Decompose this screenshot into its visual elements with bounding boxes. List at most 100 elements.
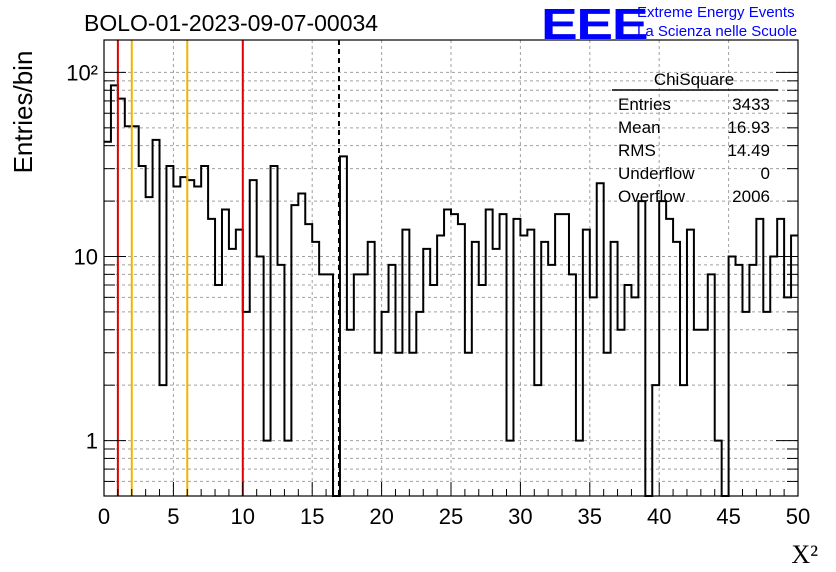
logo-line1: Extreme Energy Events: [637, 4, 795, 21]
y-tick-label: 10: [74, 245, 98, 270]
x-tick-labels: 0 5 10 15 20 25 30 35 40 45 50: [98, 504, 810, 529]
histogram-bin: [548, 265, 555, 496]
histogram-bin: [423, 249, 430, 496]
histogram-bin: [749, 265, 756, 496]
histogram-bin: [541, 242, 548, 496]
histogram-bin: [687, 230, 694, 496]
stats-title: ChiSquare: [654, 70, 734, 89]
histogram-bin: [402, 230, 409, 496]
histogram-bin: [631, 297, 638, 496]
histogram-bin: [756, 219, 763, 496]
stats-value: 16.93: [727, 118, 770, 137]
y-axis-label: Entries/bin: [8, 51, 38, 174]
chart-title: BOLO-01-2023-09-07-00034: [84, 10, 379, 36]
histogram-bin: [375, 353, 382, 496]
stats-value: 0: [761, 164, 770, 183]
histogram-bin: [236, 230, 243, 496]
histogram-series: [104, 84, 798, 497]
histogram-bin: [604, 353, 611, 496]
histogram-step-line: [104, 84, 798, 497]
histogram-bin: [340, 156, 347, 496]
histogram-bin: [173, 187, 180, 496]
histogram-bin: [298, 193, 305, 496]
x-tick-label: 45: [716, 504, 740, 529]
stats-value: 3433: [732, 95, 770, 114]
histogram-bin: [382, 312, 389, 496]
histogram-bin: [659, 201, 666, 496]
histogram-bin: [166, 166, 173, 496]
histogram-bin: [465, 353, 472, 496]
stats-box: ChiSquare Entries 3433 Mean 16.93 RMS 14.49 Un…: [612, 70, 778, 206]
stats-value: 14.49: [727, 141, 770, 160]
histogram-bin: [472, 242, 479, 496]
x-tick-label: 25: [439, 504, 463, 529]
eee-logo: EEE: [541, 0, 649, 49]
histogram-bin: [618, 330, 625, 496]
histogram-bin: [104, 142, 111, 496]
histogram-bin: [180, 177, 187, 496]
histogram-bin: [673, 242, 680, 496]
histogram-bin: [493, 249, 500, 496]
histogram-bin: [278, 265, 285, 496]
histogram-bin: [777, 219, 784, 496]
x-tick-label: 20: [369, 504, 393, 529]
x-tick-label: 40: [647, 504, 671, 529]
histogram-bin: [194, 187, 201, 496]
histogram-bin: [701, 330, 708, 496]
histogram-bin: [479, 285, 486, 496]
histogram-bin: [430, 285, 437, 496]
histogram-bin: [368, 242, 375, 496]
y-tick-label: 10²: [66, 60, 98, 85]
histogram-bin: [638, 201, 645, 496]
histogram-bin: [229, 249, 236, 496]
y-tick-label: 1: [86, 429, 98, 454]
reference-lines: [116, 40, 340, 496]
histogram-bin: [271, 166, 278, 496]
x-tick-label: 50: [786, 504, 810, 529]
histogram-bin: [742, 312, 749, 496]
x-tick-label: 30: [508, 504, 532, 529]
histogram-bin: [153, 140, 160, 496]
logo-line2: La Scienza nelle Scuole: [637, 23, 798, 40]
histogram-bin: [208, 219, 215, 496]
histogram-bin: [611, 242, 618, 496]
histogram-bin: [694, 330, 701, 496]
histogram-bin: [770, 257, 777, 496]
histogram-bin: [583, 230, 590, 496]
histogram-bin: [111, 85, 118, 496]
histogram-bin: [409, 353, 416, 496]
histogram-bin: [784, 297, 791, 496]
histogram-bin: [146, 197, 153, 496]
axis-ticks: [103, 71, 799, 497]
stats-label: RMS: [618, 141, 656, 160]
histogram-bin: [215, 285, 222, 496]
histogram-bin: [763, 312, 770, 496]
x-tick-label: 0: [98, 504, 110, 529]
x-tick-label: 15: [300, 504, 324, 529]
stats-label: Mean: [618, 118, 661, 137]
histogram-bin: [666, 219, 673, 496]
histogram-bin: [389, 265, 396, 496]
x-axis-label: X²: [791, 540, 818, 569]
histogram-bin: [527, 230, 534, 496]
stats-label: Overflow: [618, 187, 686, 206]
histogram-bin: [736, 265, 743, 496]
histogram-bin: [257, 257, 264, 496]
x-tick-label: 5: [167, 504, 179, 529]
stats-value: 2006: [732, 187, 770, 206]
x-tick-label: 10: [231, 504, 255, 529]
histogram-bin: [243, 312, 250, 496]
stats-label: Underflow: [618, 164, 695, 183]
histogram-bin: [312, 242, 319, 496]
histogram-bin: [513, 219, 520, 496]
histogram-bin: [291, 205, 298, 496]
histogram-bin: [347, 330, 354, 496]
histogram-bin: [395, 353, 402, 496]
histogram-bin: [625, 285, 632, 496]
histogram-bin: [729, 257, 736, 496]
histogram-bin: [590, 297, 597, 496]
histogram-bin: [416, 312, 423, 496]
y-tick-labels: 1 10 10²: [66, 60, 98, 453]
stats-label: Entries: [618, 95, 671, 114]
